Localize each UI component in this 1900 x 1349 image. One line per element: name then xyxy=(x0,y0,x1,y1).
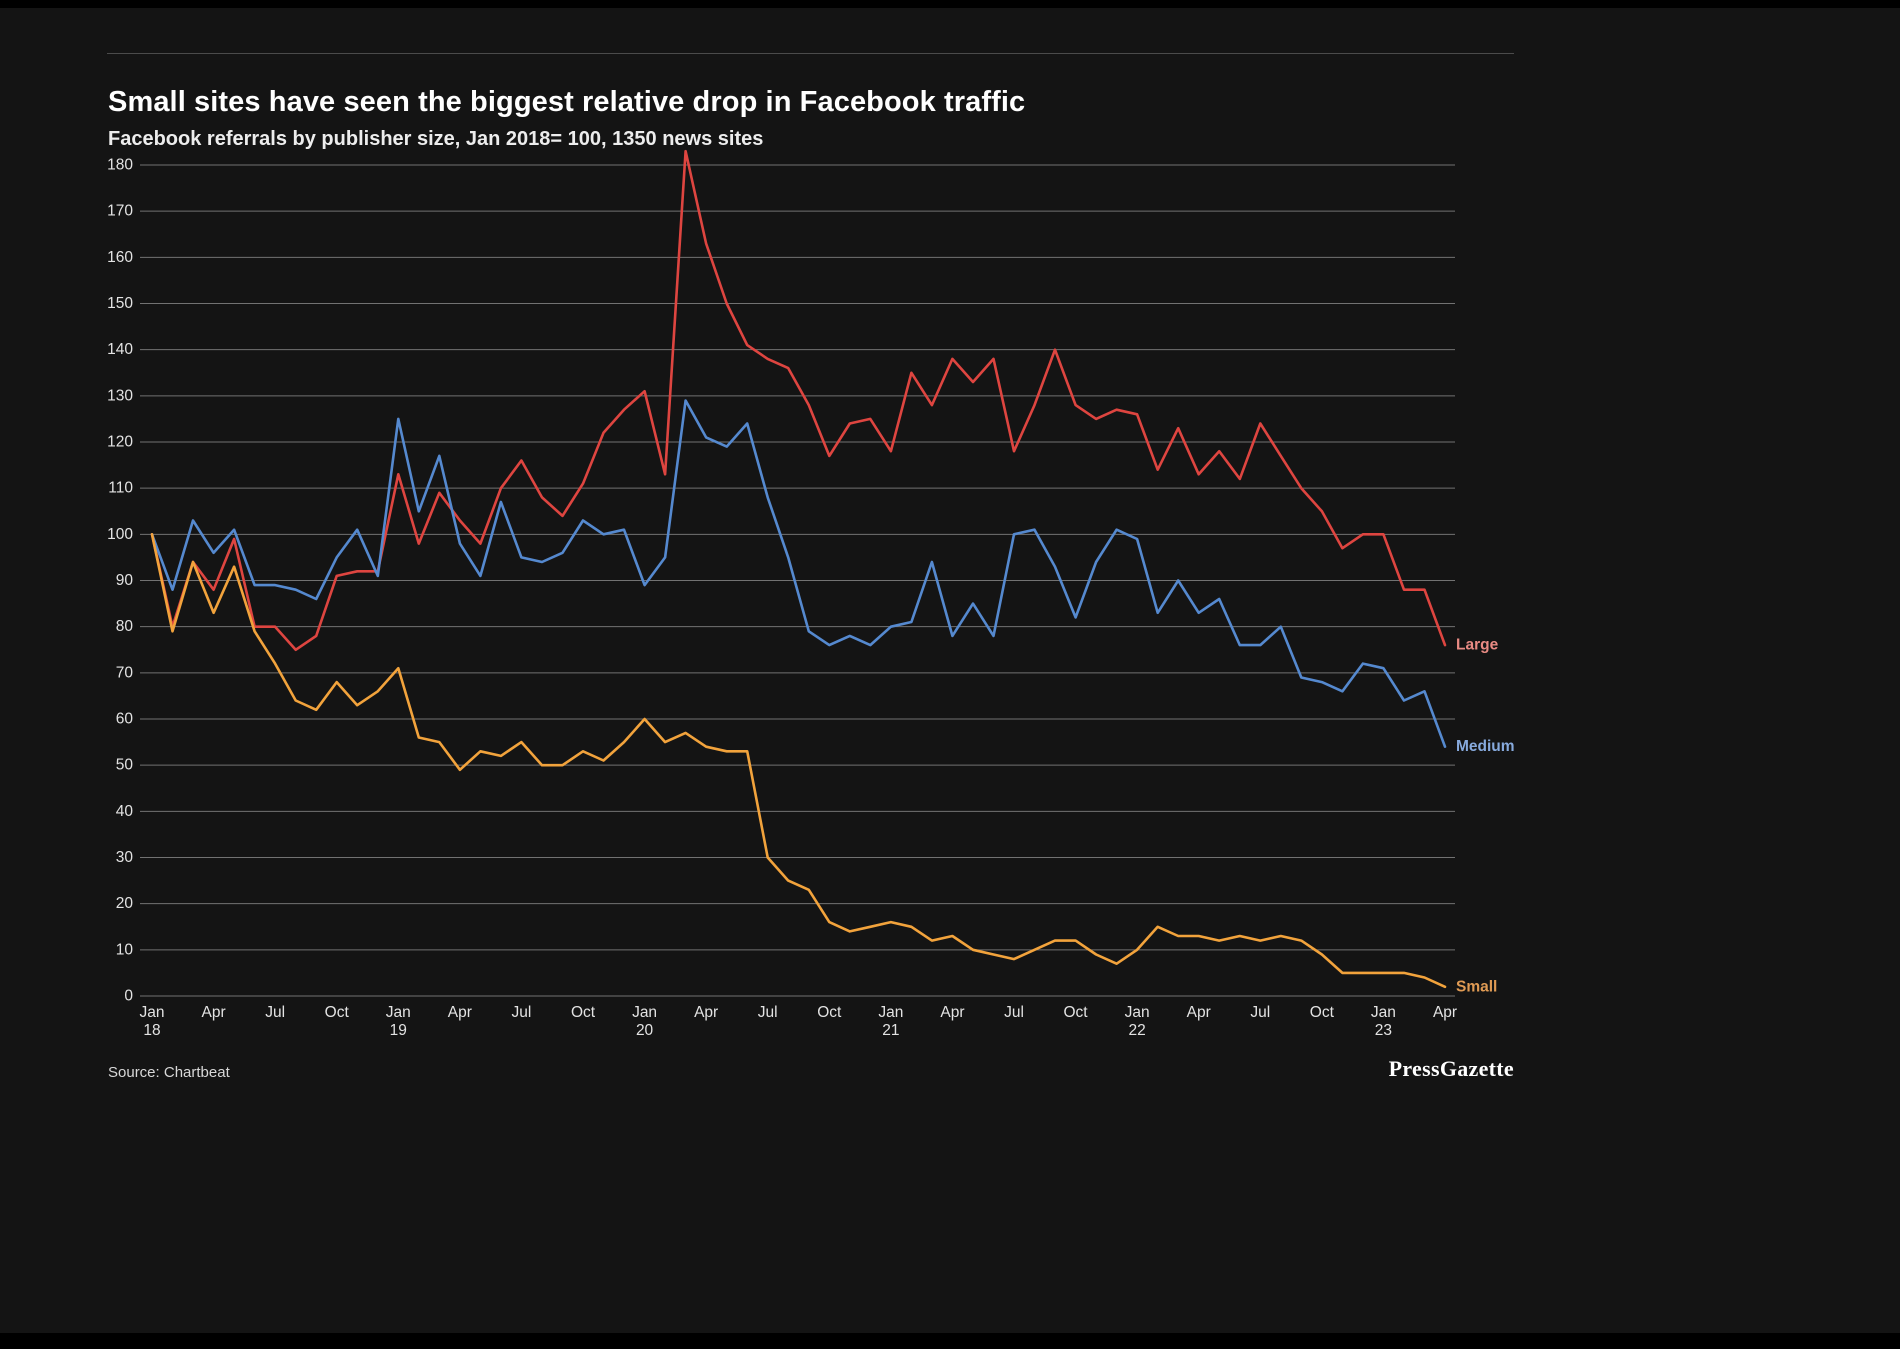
y-tick-label: 40 xyxy=(116,803,134,820)
series-label-medium: Medium xyxy=(1456,738,1515,755)
x-tick-label: Apr xyxy=(694,1004,718,1021)
y-tick-label: 10 xyxy=(116,941,134,958)
y-tick-label: 20 xyxy=(116,895,134,912)
x-tick-label: Jan xyxy=(140,1004,165,1021)
x-tick-label: Oct xyxy=(817,1004,842,1021)
y-tick-label: 130 xyxy=(107,387,133,404)
x-tick-year-label: 19 xyxy=(390,1022,407,1039)
pressgazette-logo: PressGazette xyxy=(1388,1056,1514,1081)
y-tick-label: 90 xyxy=(116,572,134,589)
series-line-large xyxy=(150,149,1447,652)
series-label-small: Small xyxy=(1456,978,1497,995)
x-tick-year-label: 23 xyxy=(1375,1022,1392,1039)
y-tick-label: 180 xyxy=(107,157,133,174)
line-chart: 0 10 20 30 40 50 60 70 80 90 100 110 120 130 140 150 160… xyxy=(107,149,1515,1039)
x-tick-label: Apr xyxy=(1187,1004,1211,1021)
series-line-small xyxy=(150,532,1447,989)
x-tick-year-label: 18 xyxy=(143,1022,160,1039)
chart-card: Small sites have seen the biggest relati… xyxy=(0,8,1900,1333)
x-tick-label: Jul xyxy=(1004,1004,1024,1021)
y-tick-label: 110 xyxy=(108,480,133,497)
y-tick-label: 120 xyxy=(107,434,133,451)
y-tick-label: 50 xyxy=(116,757,134,774)
x-tick-label: Jan xyxy=(386,1004,411,1021)
x-tick-label: Apr xyxy=(1433,1004,1457,1021)
top-rule xyxy=(107,53,1514,54)
x-tick-label: Oct xyxy=(571,1004,596,1021)
x-tick-label: Jan xyxy=(1371,1004,1396,1021)
x-tick-label: Jul xyxy=(512,1004,532,1021)
y-tick-label: 140 xyxy=(107,341,133,358)
y-tick-label: 60 xyxy=(116,711,134,728)
x-tick-label: Apr xyxy=(448,1004,472,1021)
series-line-medium xyxy=(150,399,1447,749)
chart-title: Small sites have seen the biggest relati… xyxy=(108,86,1026,119)
source-note: Source: Chartbeat xyxy=(108,1064,230,1081)
x-tick-label: Jan xyxy=(1125,1004,1150,1021)
x-tick-label: Jan xyxy=(632,1004,657,1021)
x-tick-label: Jul xyxy=(265,1004,285,1021)
x-tick-label: Oct xyxy=(1064,1004,1089,1021)
y-tick-label: 160 xyxy=(107,249,133,266)
x-tick-label: Apr xyxy=(940,1004,964,1021)
y-tick-label: 170 xyxy=(107,203,133,220)
y-tick-label: 30 xyxy=(116,849,134,866)
y-tick-label: 100 xyxy=(107,526,133,543)
chart-subtitle: Facebook referrals by publisher size, Ja… xyxy=(108,127,764,150)
x-tick-year-label: 21 xyxy=(882,1022,899,1039)
x-tick-label: Apr xyxy=(202,1004,226,1021)
x-tick-label: Oct xyxy=(1310,1004,1335,1021)
y-tick-label: 150 xyxy=(107,295,133,312)
y-tick-label: 80 xyxy=(116,618,134,635)
x-tick-year-label: 20 xyxy=(636,1022,654,1039)
x-tick-label: Jul xyxy=(1250,1004,1270,1021)
x-tick-label: Jul xyxy=(758,1004,778,1021)
x-tick-year-label: 22 xyxy=(1129,1022,1146,1039)
x-tick-label: Oct xyxy=(325,1004,350,1021)
series-label-large: Large xyxy=(1456,637,1499,654)
y-tick-label: 0 xyxy=(124,988,133,1005)
x-tick-label: Jan xyxy=(878,1004,903,1021)
y-tick-label: 70 xyxy=(116,664,134,681)
